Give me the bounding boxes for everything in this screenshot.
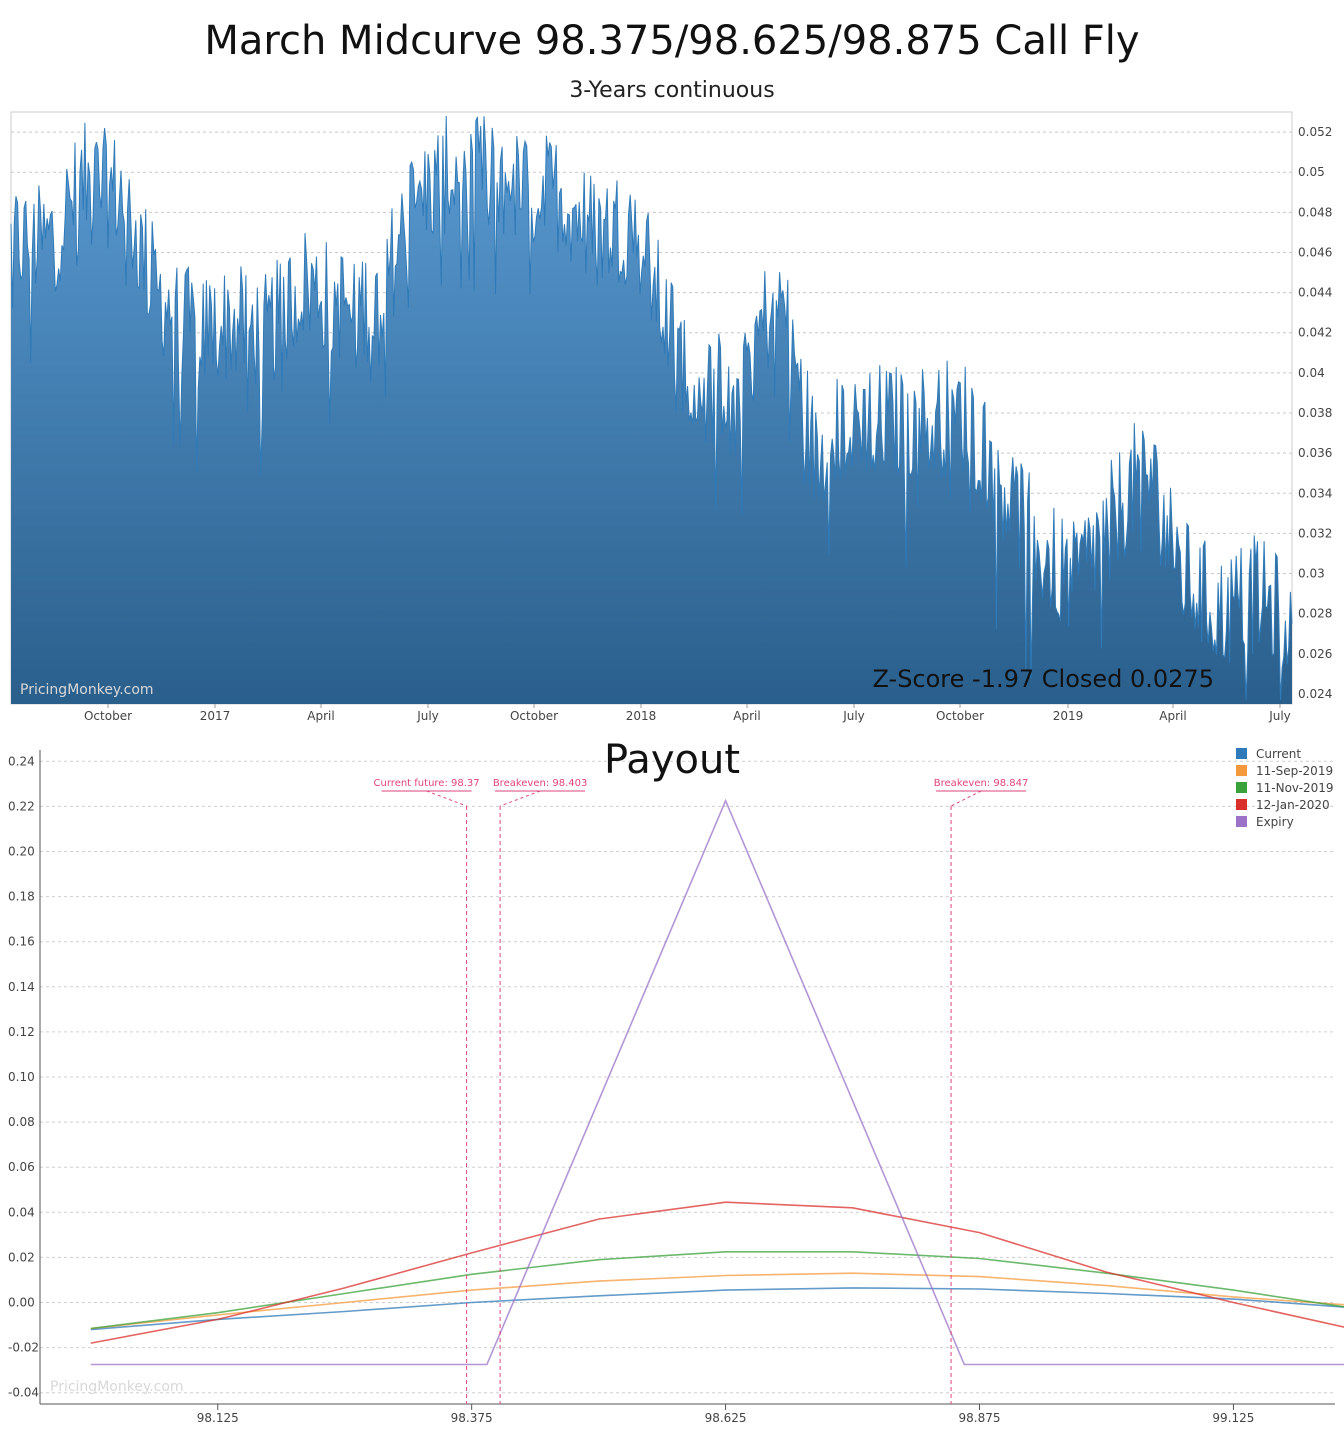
zscore-annotation: Z-Score -1.97 Closed 0.0275 [873,665,1214,693]
marker-label: Current future: 98.37 [374,778,480,789]
legend-swatch [1236,782,1247,793]
x-tick-label: 98.125 [197,1411,239,1425]
series-line-12-jan-2020 [90,1201,1344,1344]
legend-label: 11-Nov-2019 [1256,781,1334,795]
x-tick-label: July [1268,709,1291,723]
marker-connector [950,790,982,807]
y-tick-label: 0.042 [1298,326,1332,340]
y-tick-label: 0.044 [1298,286,1332,300]
marker-label: Breakeven: 98.847 [934,778,1029,789]
watermark-text: PricingMonkey.com [20,682,154,698]
y-tick-label: 0.026 [1298,647,1332,661]
y-tick-label: 0.034 [1298,486,1332,500]
y-tick-label: 0.10 [8,1070,35,1084]
y-tick-label: -0.04 [8,1386,39,1400]
y-tick-label: 0.16 [8,935,35,949]
y-tick-label: 0.028 [1298,607,1332,621]
legend-label: Expiry [1256,815,1294,829]
y-tick-label: 0.20 [8,844,35,858]
series-line-current [90,1287,1344,1331]
y-tick-label: 0.032 [1298,526,1332,540]
y-tick-label: 0.048 [1298,205,1332,219]
x-tick-label: April [733,709,760,723]
y-tick-label: 0.04 [1298,366,1325,380]
y-tick-label: 0.046 [1298,245,1332,259]
payout-chart: -0.04 -0.02 0.00 0.02 0.04 0.06 0.08 0.10 0.12 0.… [8,737,1344,1425]
x-tick-label: July [842,709,865,723]
legend-swatch [1236,816,1247,827]
x-tick-label: 98.625 [705,1411,747,1425]
x-tick-label: April [307,709,334,723]
y-tick-label: -0.02 [8,1341,39,1355]
x-tick-label: April [1159,709,1186,723]
chart-title: March Midcurve 98.375/98.625/98.875 Call… [204,18,1140,64]
marker-connector [426,790,467,807]
y-tick-label: 0.12 [8,1025,35,1039]
y-tick-label: 0.00 [8,1296,35,1310]
marker-label: Breakeven: 98.403 [493,778,588,789]
x-tick-label: 2018 [626,709,657,723]
series-line-expiry [90,798,1344,1366]
x-tick-label: 98.375 [451,1411,493,1425]
marker-connector [499,790,541,807]
y-tick-label: 0.24 [8,754,35,768]
y-tick-label: 0.05 [1298,165,1325,179]
y-tick-label: 0.06 [8,1160,35,1174]
x-tick-label: 98.875 [959,1411,1001,1425]
x-tick-label: October [510,709,558,723]
y-tick-label: 0.024 [1298,687,1332,701]
watermark-text: PricingMonkey.com [50,1379,184,1395]
x-tick-label: October [84,709,132,723]
legend-swatch [1236,765,1247,776]
x-tick-label: 2019 [1053,709,1084,723]
x-tick-label: 2017 [200,709,231,723]
x-tick-label: 99.125 [1212,1411,1254,1425]
y-tick-label: 0.18 [8,890,35,904]
history-chart: 0.024 0.026 0.028 0.03 0.032 0.034 0.036 0.038 0… [10,111,1332,723]
y-tick-label: 0.038 [1298,406,1332,420]
payout-title: Payout [604,737,740,783]
y-tick-label: 0.08 [8,1115,35,1129]
legend-label: 11-Sep-2019 [1256,764,1333,778]
x-tick-label: July [416,709,439,723]
x-tick-label: October [936,709,984,723]
y-tick-label: 0.02 [8,1250,35,1264]
area-series-line [10,115,1293,701]
legend-label: Current [1256,747,1301,761]
y-tick-label: 0.036 [1298,446,1332,460]
y-tick-label: 0.22 [8,799,35,813]
y-tick-label: 0.03 [1298,567,1325,581]
legend-label: 12-Jan-2020 [1256,798,1330,812]
series-line-11-sep-2019 [90,1272,1344,1330]
y-tick-label: 0.052 [1298,125,1332,139]
legend-swatch [1236,799,1247,810]
chart-subtitle: 3-Years continuous [569,78,775,103]
y-tick-label: 0.14 [8,980,35,994]
y-tick-label: 0.04 [8,1205,35,1219]
series-line-11-nov-2019 [90,1251,1344,1330]
area-series [11,116,1292,704]
legend-swatch [1236,748,1247,759]
